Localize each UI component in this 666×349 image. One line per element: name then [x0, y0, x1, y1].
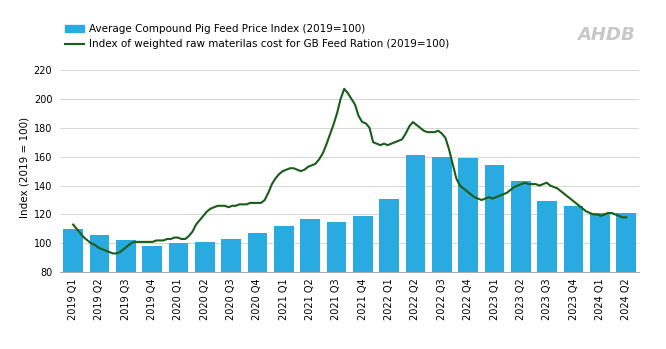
Bar — [537, 201, 557, 349]
Legend: Average Compound Pig Feed Price Index (2019=100), Index of weighted raw materila: Average Compound Pig Feed Price Index (2… — [65, 24, 450, 49]
Bar — [563, 206, 583, 349]
Bar — [326, 222, 346, 349]
Bar — [63, 229, 83, 349]
Bar — [511, 181, 531, 349]
Bar — [485, 165, 504, 349]
Bar — [116, 240, 136, 349]
Bar — [300, 219, 320, 349]
Bar — [195, 242, 214, 349]
Bar — [590, 213, 610, 349]
Bar — [248, 233, 267, 349]
Text: AHDB: AHDB — [577, 26, 635, 44]
Bar — [379, 199, 399, 349]
Bar — [406, 155, 426, 349]
Bar — [143, 246, 162, 349]
Bar — [432, 157, 452, 349]
Bar — [274, 226, 294, 349]
Bar — [89, 235, 109, 349]
Bar — [221, 239, 241, 349]
Bar — [616, 213, 636, 349]
Bar — [168, 243, 188, 349]
Y-axis label: Index (2019 = 100): Index (2019 = 100) — [19, 117, 29, 218]
Bar — [458, 158, 478, 349]
Bar — [353, 216, 373, 349]
